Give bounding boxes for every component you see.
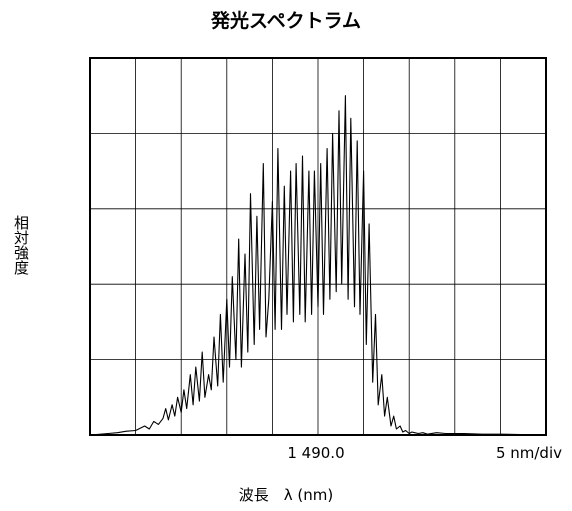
x-scale-label: 5 nm/div <box>495 444 562 462</box>
y-axis-label: 相対強度 <box>12 215 30 275</box>
chart-title: 発光スペクトラム <box>210 10 362 32</box>
plot-frame <box>89 57 547 436</box>
spectrum-line <box>89 95 547 436</box>
x-axis-label: 波長 λ (nm) <box>238 486 334 504</box>
chart-grid <box>90 58 546 435</box>
x-center-tick-label: 1 490.0 <box>287 444 345 462</box>
